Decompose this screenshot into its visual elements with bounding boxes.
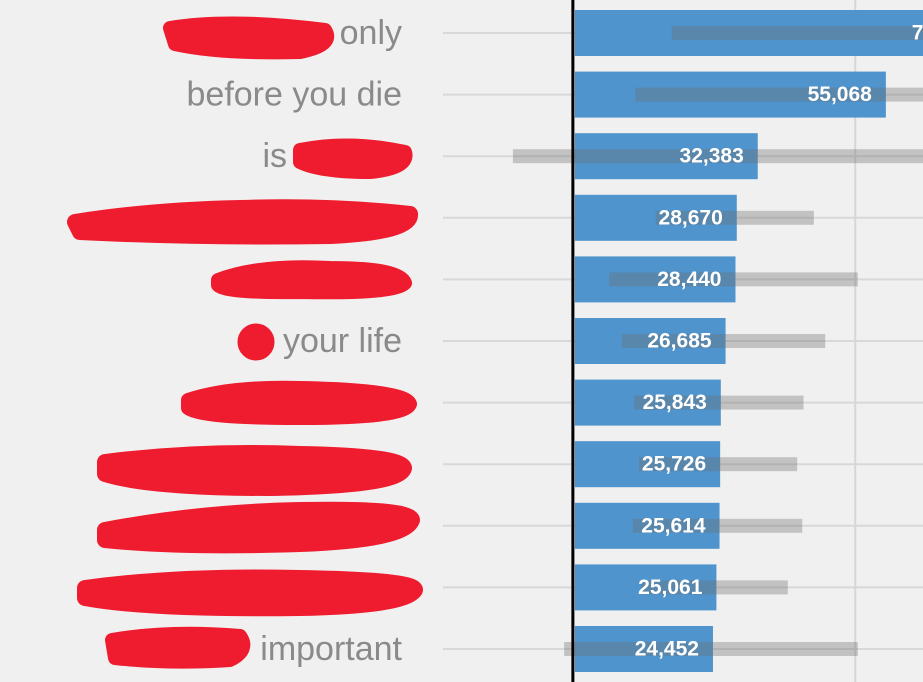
bar (574, 71, 886, 118)
error-bar (634, 395, 804, 410)
error-bar (512, 149, 923, 164)
bar (574, 564, 717, 611)
category-label: is (262, 137, 287, 175)
error-bar (609, 272, 858, 287)
value-label: 25,061 (638, 576, 703, 599)
redactions (67, 16, 423, 669)
value-label: 24,452 (635, 638, 699, 661)
value-label: 28,440 (657, 268, 721, 291)
error-bar (564, 642, 858, 656)
value-label: 55,068 (808, 83, 873, 106)
category-label: only (340, 14, 402, 52)
error-bar (635, 87, 923, 102)
value-label: 25,843 (643, 391, 707, 414)
category-label: before you die (187, 76, 403, 114)
bar (574, 318, 726, 364)
bar (574, 379, 721, 426)
bar (574, 626, 713, 672)
category-label: important (260, 630, 402, 668)
value-label: 26,685 (647, 330, 712, 353)
value-label: 70, (912, 22, 923, 45)
error-bar (639, 457, 798, 472)
bar (574, 441, 721, 488)
error-bar (655, 210, 814, 225)
value-label: 25,726 (642, 453, 706, 476)
value-label: 32,383 (680, 145, 744, 168)
bar (574, 10, 923, 56)
bar (574, 133, 758, 180)
value-label: 28,670 (659, 206, 723, 229)
bar (574, 194, 737, 241)
error-bar (621, 334, 826, 348)
error-bar (632, 518, 803, 533)
error-bar (671, 26, 923, 40)
value-label: 25,614 (641, 514, 706, 537)
bar (574, 502, 720, 549)
error-bar (640, 580, 788, 595)
bar (574, 256, 736, 303)
category-label: your life (283, 322, 402, 360)
